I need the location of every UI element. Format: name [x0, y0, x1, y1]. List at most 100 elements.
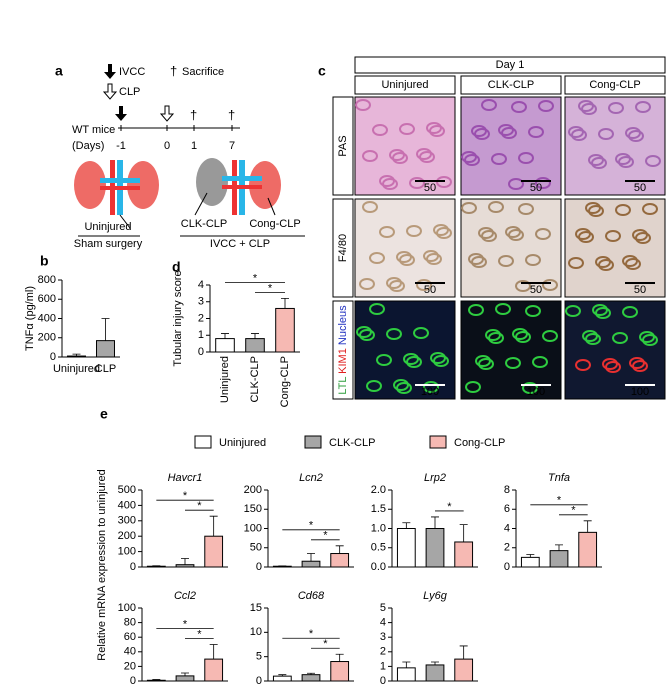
header-box	[354, 56, 666, 74]
tissue-structure	[622, 255, 638, 267]
tissue-structure	[498, 255, 514, 267]
y-tick-label: 20	[124, 660, 136, 672]
tissue-structure	[386, 328, 402, 340]
y-tick-label: 600	[38, 293, 56, 305]
error-bar	[459, 524, 468, 542]
y-tick-label: 15	[250, 602, 262, 614]
error-bar	[335, 653, 344, 662]
chart-title: Havcr1	[168, 472, 203, 484]
tissue-structure	[362, 150, 378, 162]
tissue-structure	[568, 257, 584, 269]
tissue-structure	[595, 256, 611, 268]
pointer	[119, 214, 131, 229]
error-bar	[307, 553, 315, 562]
significance-star: *	[323, 638, 328, 650]
y-tick-label: 8	[504, 484, 510, 496]
column-header: Uninjured	[381, 79, 428, 91]
group-label: IVCC + CLP	[210, 238, 270, 250]
tissue-structure	[465, 381, 481, 393]
tissue-structure	[423, 250, 439, 262]
tissue-structure	[582, 330, 598, 342]
error-bar	[101, 318, 110, 341]
y-tick-label: 300	[118, 515, 136, 527]
tissue-structure	[575, 359, 591, 371]
ivcc-arrow	[115, 106, 127, 121]
tissue-structure	[485, 329, 501, 341]
tissue-structure	[423, 381, 439, 393]
tissue-structure	[592, 304, 608, 316]
panel-label: c	[318, 63, 326, 79]
y-tick-label: 200	[244, 484, 262, 496]
tissue-structure	[532, 356, 548, 368]
legend-label: Uninjured	[219, 437, 266, 449]
y-tick-label: 50	[250, 542, 262, 554]
tissue-structure	[478, 227, 494, 239]
y-tick-label: 0.5	[371, 542, 386, 554]
header: Day 1	[496, 59, 525, 71]
y-tick-label: 0.0	[371, 561, 386, 573]
tissue-structure	[461, 151, 477, 163]
tissue-structure	[406, 225, 422, 237]
y-tick-label: 0	[130, 561, 136, 573]
tissue-structure	[605, 230, 621, 242]
bar	[330, 661, 350, 682]
tissue-structure	[518, 203, 534, 215]
tissue-structure	[505, 357, 521, 369]
y-tick-label: 4	[504, 522, 510, 534]
panel-label: d	[172, 259, 181, 275]
tissue-structure	[433, 224, 449, 236]
bar	[146, 679, 166, 682]
y-tick-label: 80	[124, 617, 136, 629]
panel-label: a	[55, 63, 63, 79]
tissue-structure	[396, 251, 412, 263]
column-header-box	[354, 75, 456, 95]
chart-title: Lrp2	[424, 472, 446, 484]
scale-label: 100	[631, 386, 649, 398]
error-bar	[209, 515, 218, 537]
y-tick-label: 150	[244, 503, 262, 515]
y-tick-label: 0	[130, 675, 136, 687]
micrograph	[460, 198, 562, 298]
y-tick-label: 200	[118, 530, 136, 542]
tissue-structure	[538, 100, 554, 112]
clp-arrow	[102, 83, 118, 100]
y-axis-label: Tubular injury score	[172, 270, 184, 366]
tissue-structure	[508, 178, 524, 190]
tissue-structure	[355, 99, 371, 111]
bar	[175, 564, 195, 568]
timeline-ticks	[120, 125, 233, 131]
tissue-structure	[585, 202, 601, 214]
y-tick-label: 5	[256, 651, 262, 663]
bar	[396, 528, 416, 568]
significance-star: *	[309, 628, 314, 640]
row-label-box	[332, 96, 354, 196]
tissue-structure	[525, 305, 541, 317]
tissue-structure	[495, 303, 511, 315]
bar	[272, 565, 292, 568]
y-tick-label: 0	[504, 561, 510, 573]
tissue-structure	[356, 326, 372, 338]
tissue-structure	[409, 177, 425, 189]
days-label: (Days)	[72, 140, 104, 152]
day: -1	[116, 140, 126, 152]
y-tick-label: 0	[256, 561, 262, 573]
legend-swatch	[194, 435, 212, 449]
y-tick-label: 100	[118, 546, 136, 558]
tissue-structure	[522, 382, 538, 394]
column-header-box	[460, 75, 562, 95]
tissue-structure	[542, 279, 558, 291]
y-tick-label: 0	[50, 351, 56, 363]
bar	[67, 355, 86, 358]
tissue-structure	[362, 201, 378, 213]
bar	[520, 556, 540, 568]
dagger: †	[170, 63, 177, 78]
row-label-part: LTL	[337, 377, 349, 395]
day: 7	[229, 140, 235, 152]
tissue-structure	[468, 304, 484, 316]
tissue-structure	[588, 154, 604, 166]
tissue-structure	[575, 228, 591, 240]
y-tick-label: 1	[198, 329, 204, 341]
y-tick-label: 800	[38, 274, 56, 286]
error-bar	[181, 558, 189, 565]
